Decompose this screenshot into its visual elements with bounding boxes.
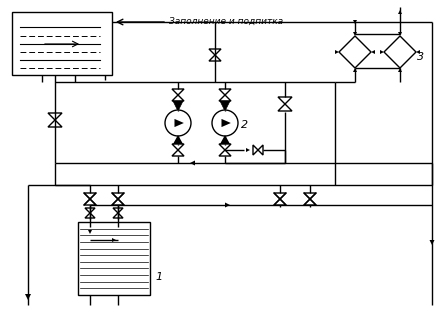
Polygon shape xyxy=(246,148,250,152)
Polygon shape xyxy=(190,160,195,165)
Polygon shape xyxy=(222,119,231,127)
Polygon shape xyxy=(398,68,402,72)
Polygon shape xyxy=(173,101,183,111)
Polygon shape xyxy=(112,238,116,242)
Text: 2: 2 xyxy=(241,120,248,130)
Polygon shape xyxy=(384,36,416,68)
Polygon shape xyxy=(48,120,62,127)
Polygon shape xyxy=(219,89,231,95)
Polygon shape xyxy=(88,230,92,234)
Polygon shape xyxy=(304,199,316,205)
Polygon shape xyxy=(173,135,183,144)
Polygon shape xyxy=(380,50,384,54)
Circle shape xyxy=(212,110,238,136)
Polygon shape xyxy=(353,68,357,72)
Polygon shape xyxy=(278,104,292,111)
Polygon shape xyxy=(219,95,231,101)
Polygon shape xyxy=(258,145,263,155)
Bar xyxy=(78,222,150,295)
Polygon shape xyxy=(339,36,371,68)
Polygon shape xyxy=(113,208,123,213)
Polygon shape xyxy=(398,10,402,14)
Polygon shape xyxy=(209,55,221,61)
Polygon shape xyxy=(172,150,184,156)
Polygon shape xyxy=(112,193,124,199)
Polygon shape xyxy=(209,49,221,55)
Polygon shape xyxy=(220,101,230,111)
Polygon shape xyxy=(274,199,286,205)
Text: Заполнение и подпитка: Заполнение и подпитка xyxy=(169,16,283,26)
Polygon shape xyxy=(84,199,96,205)
Polygon shape xyxy=(353,20,357,24)
Polygon shape xyxy=(219,144,231,150)
Polygon shape xyxy=(371,50,375,54)
Polygon shape xyxy=(253,145,258,155)
Polygon shape xyxy=(174,119,184,127)
Polygon shape xyxy=(172,95,184,101)
Polygon shape xyxy=(172,144,184,150)
Polygon shape xyxy=(112,199,124,205)
Polygon shape xyxy=(274,193,286,199)
Polygon shape xyxy=(225,202,230,207)
Text: 1: 1 xyxy=(155,272,162,282)
Polygon shape xyxy=(84,193,96,199)
Polygon shape xyxy=(220,135,230,144)
Polygon shape xyxy=(335,50,339,54)
Polygon shape xyxy=(48,113,62,120)
Polygon shape xyxy=(430,240,434,245)
Polygon shape xyxy=(416,50,420,54)
Polygon shape xyxy=(278,97,292,104)
Text: 3: 3 xyxy=(417,52,424,62)
Polygon shape xyxy=(304,193,316,199)
Polygon shape xyxy=(85,213,95,218)
Polygon shape xyxy=(398,32,402,36)
Bar xyxy=(12,12,112,75)
Polygon shape xyxy=(353,32,357,36)
Polygon shape xyxy=(113,213,123,218)
Polygon shape xyxy=(219,150,231,156)
Circle shape xyxy=(165,110,191,136)
Polygon shape xyxy=(172,89,184,95)
Polygon shape xyxy=(85,208,95,213)
Polygon shape xyxy=(25,294,31,300)
